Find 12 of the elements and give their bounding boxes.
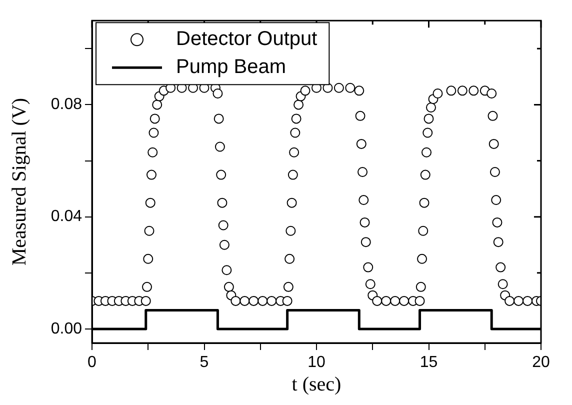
y-axis-title: Measured Signal (V) xyxy=(8,98,30,266)
x-tick-label: 0 xyxy=(88,354,97,372)
y-tick-label: 0.00 xyxy=(50,320,82,338)
x-tick-label: 15 xyxy=(420,354,438,372)
x-tick-label: 10 xyxy=(308,354,326,372)
y-tick-label: 0.04 xyxy=(50,208,82,226)
legend-label: Pump Beam xyxy=(176,56,286,78)
x-tick-label: 5 xyxy=(200,354,209,372)
x-tick-label: 20 xyxy=(532,354,550,372)
legend-label: Detector Output xyxy=(176,28,318,50)
x-axis-title: t (sec) xyxy=(292,373,342,396)
y-tick-label: 0.08 xyxy=(50,96,82,114)
